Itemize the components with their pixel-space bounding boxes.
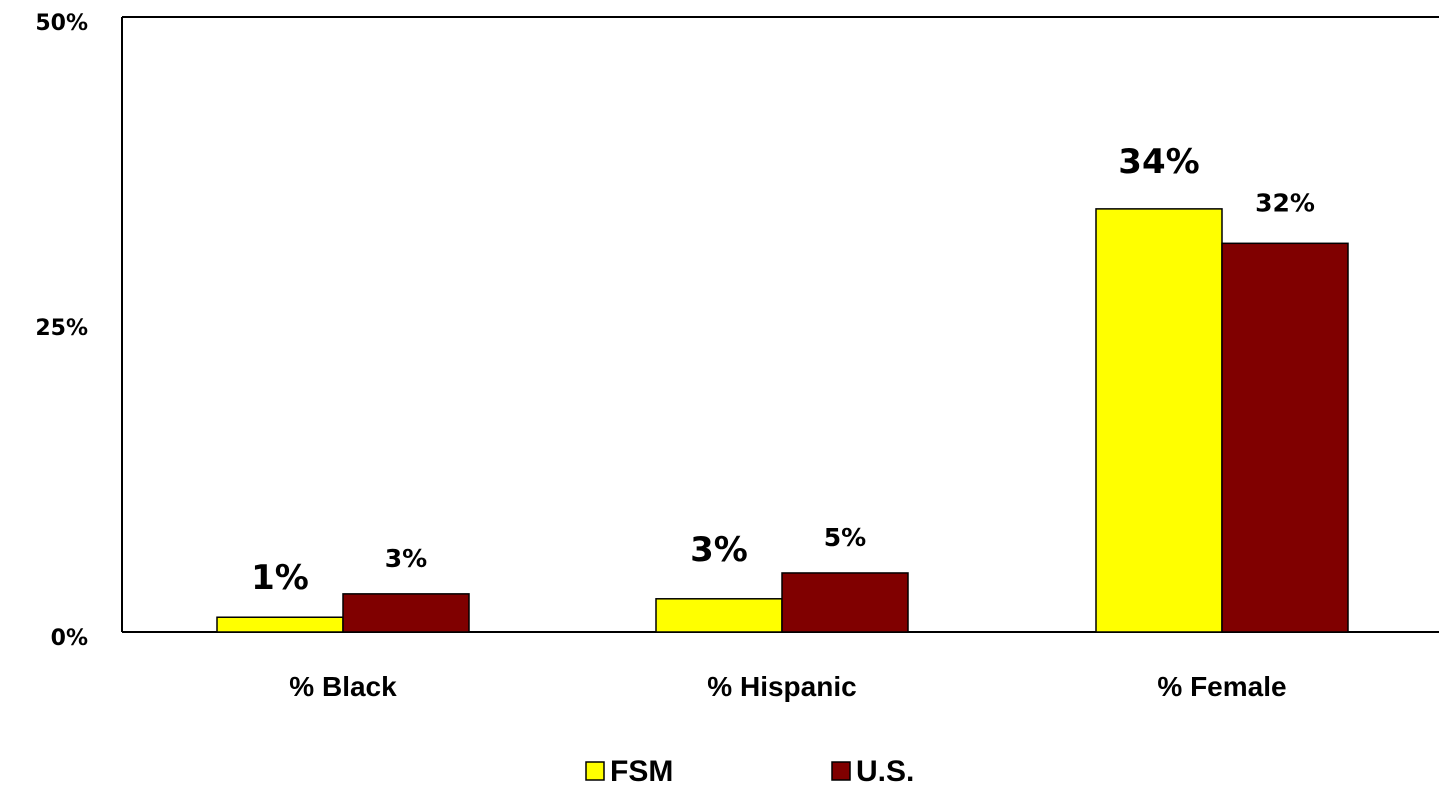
data-label: 34% (1118, 142, 1199, 182)
y-tick-label: 0% (51, 626, 88, 651)
bar-fsm-0 (216, 616, 344, 633)
legend: FSM U.S. (585, 755, 914, 787)
y-tick-label: 50% (35, 11, 88, 36)
x-tick-label: % Black (289, 671, 397, 702)
data-label: 1% (251, 558, 309, 598)
data-label: 3% (690, 530, 748, 570)
legend-swatch (831, 761, 851, 781)
y-axis-ticks: 0% 25% 50% (35, 11, 88, 651)
data-label: 5% (824, 523, 866, 552)
bar-fsm-2 (1095, 208, 1223, 633)
y-tick-label: 25% (35, 316, 88, 341)
legend-label: FSM (610, 755, 673, 787)
legend-swatch (585, 761, 605, 781)
bar-us-1 (781, 572, 909, 633)
x-tick-label: % Female (1157, 671, 1286, 702)
data-label: 3% (385, 544, 427, 573)
bar-us-2 (1221, 242, 1349, 633)
bar-fsm-1 (655, 598, 783, 633)
bars (216, 208, 1349, 633)
x-axis-labels: % Black % Hispanic % Female (289, 671, 1286, 702)
bar-us-0 (342, 593, 470, 633)
data-label: 32% (1255, 188, 1315, 217)
x-tick-label: % Hispanic (707, 671, 856, 702)
legend-label: U.S. (856, 755, 914, 787)
data-labels: 1% 3% 3% 5% 34% 32% (251, 142, 1315, 598)
